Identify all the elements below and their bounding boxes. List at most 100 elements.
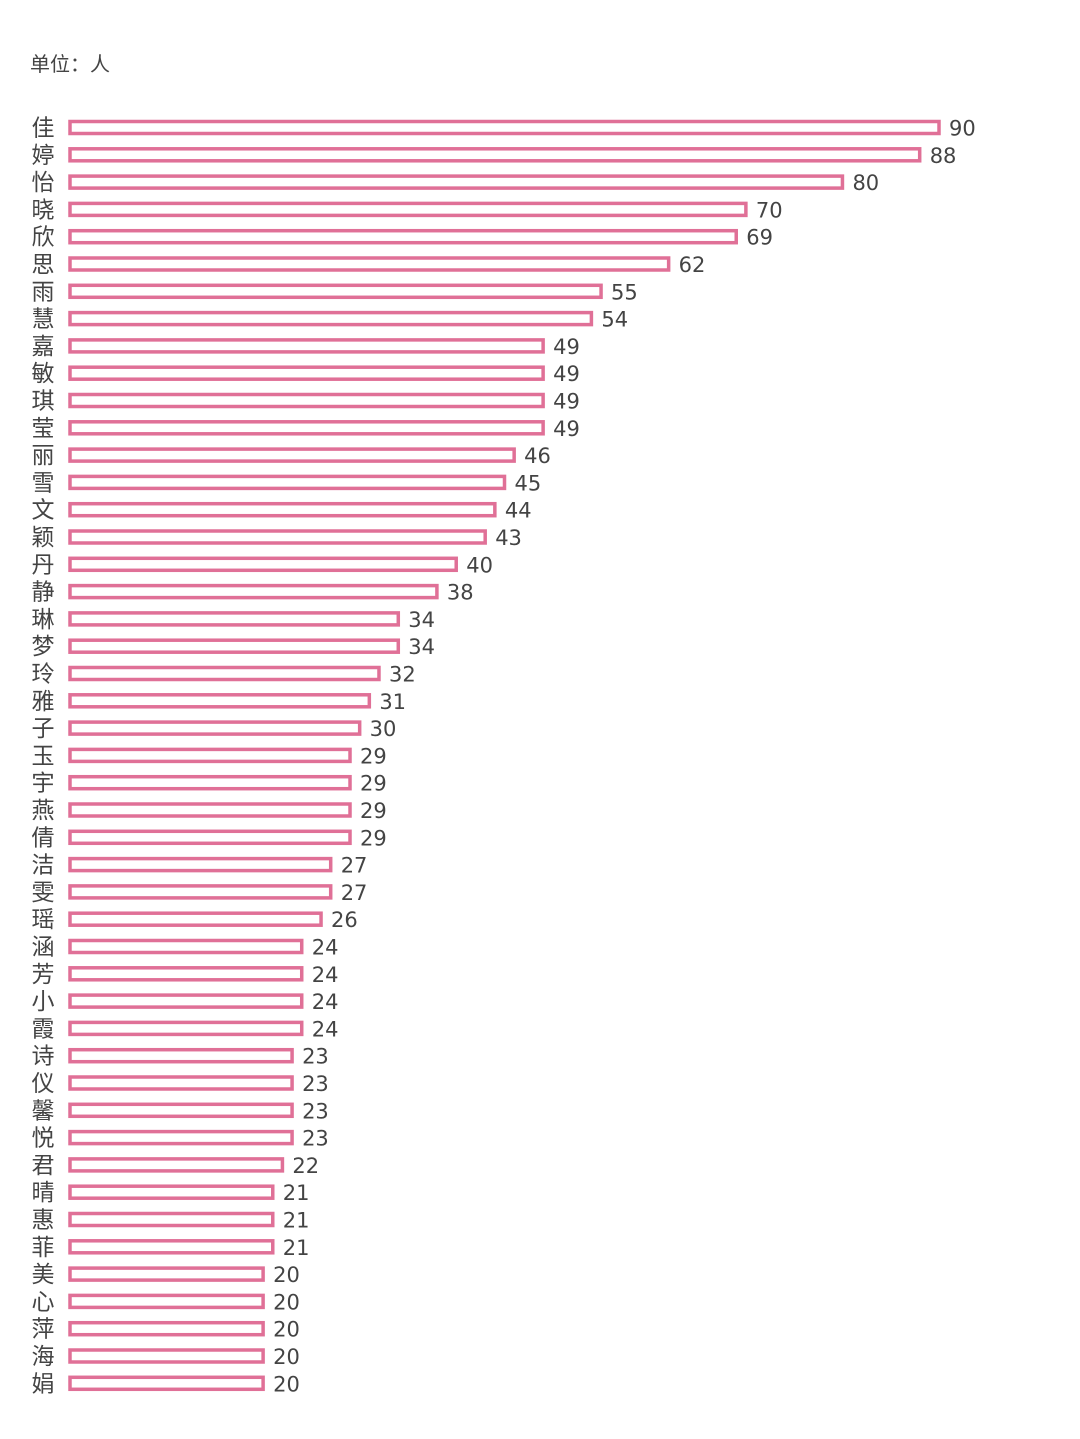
- bar: [68, 1293, 265, 1310]
- bar-row: 晓 70: [32, 197, 783, 223]
- bar-row: 琳 34: [32, 607, 436, 633]
- bar-row: 佳 90: [32, 116, 976, 142]
- bar-row: 梦 34: [32, 634, 436, 660]
- bar-row: 思 62: [32, 252, 706, 278]
- bar: [68, 993, 304, 1009]
- bar: [68, 693, 372, 709]
- category-label: 敏: [32, 361, 55, 387]
- category-label: 丽: [32, 443, 55, 469]
- bar-row: 丹 40: [32, 552, 493, 578]
- bar: [68, 529, 487, 545]
- bar-row: 文 44: [32, 498, 532, 524]
- category-label: 倩: [32, 825, 55, 851]
- bar-row: 芳 24: [32, 962, 339, 988]
- category-label: 芳: [32, 962, 55, 988]
- category-label: 子: [32, 716, 55, 742]
- bar: [68, 310, 594, 327]
- value-label: 20: [273, 1263, 300, 1287]
- bar: [68, 966, 304, 982]
- bar: [68, 392, 545, 409]
- category-label: 佳: [32, 116, 55, 142]
- bar: [68, 747, 352, 764]
- category-label: 燕: [32, 798, 55, 824]
- bar-row: 仪 23: [32, 1071, 329, 1097]
- bar-row: 雯 27: [32, 880, 368, 906]
- bar-row: 悦 23: [32, 1126, 329, 1152]
- bar-row: 雨 55: [32, 279, 638, 305]
- value-label: 24: [312, 936, 339, 960]
- category-label: 仪: [32, 1071, 55, 1097]
- bar: [68, 802, 352, 818]
- value-label: 24: [312, 1017, 339, 1041]
- bar: [68, 665, 381, 682]
- category-label: 静: [32, 580, 55, 606]
- value-label: 45: [515, 471, 542, 495]
- bar: [68, 911, 323, 927]
- value-label: 31: [379, 690, 406, 714]
- bar-row: 欣 69: [32, 225, 773, 251]
- value-label: 32: [389, 663, 416, 687]
- category-label: 心: [32, 1289, 55, 1315]
- category-label: 菲: [32, 1235, 55, 1261]
- bar-row: 燕 29: [32, 798, 387, 824]
- bar-row: 慧 54: [32, 307, 629, 333]
- value-label: 54: [601, 308, 628, 332]
- bar-row: 玲 32: [32, 662, 416, 688]
- category-label: 雪: [32, 470, 55, 496]
- bar-row: 嘉 49: [32, 334, 580, 360]
- bar-row: 怡 80: [32, 170, 880, 196]
- bar: [68, 774, 352, 791]
- category-label: 涵: [32, 935, 55, 961]
- category-label: 琪: [32, 389, 55, 415]
- category-label: 慧: [32, 307, 55, 333]
- value-label: 38: [447, 581, 474, 605]
- value-label: 21: [283, 1181, 310, 1205]
- bar: [68, 884, 333, 900]
- bar: [68, 501, 497, 518]
- category-label: 雯: [32, 880, 55, 906]
- bar-row: 颖 43: [32, 525, 522, 551]
- bar: [68, 447, 516, 463]
- value-label: 30: [370, 717, 397, 741]
- value-label: 24: [312, 990, 339, 1014]
- category-label: 玲: [32, 662, 55, 688]
- bar: [68, 474, 507, 491]
- category-label: 琳: [32, 607, 55, 633]
- value-label: 34: [408, 608, 435, 632]
- bar: [68, 1375, 265, 1392]
- bar: [68, 856, 333, 873]
- bar-row: 心 20: [32, 1289, 300, 1315]
- bar-row: 子 30: [32, 716, 397, 742]
- category-label: 莹: [32, 416, 55, 442]
- bar-row: 琪 49: [32, 389, 580, 415]
- value-label: 26: [331, 908, 358, 932]
- category-label: 欣: [32, 225, 55, 251]
- category-label: 海: [32, 1344, 55, 1370]
- bar: [68, 201, 748, 218]
- value-label: 27: [341, 881, 368, 905]
- bar: [68, 938, 304, 955]
- value-label: 20: [273, 1318, 300, 1342]
- bar: [68, 1020, 304, 1037]
- category-label: 婷: [32, 143, 55, 169]
- category-label: 霞: [32, 1016, 55, 1042]
- unit-label: 单位：人: [30, 52, 110, 76]
- bar-row: 小 24: [32, 989, 339, 1015]
- value-label: 88: [930, 144, 957, 168]
- value-label: 90: [949, 117, 976, 141]
- bar: [68, 147, 922, 163]
- category-label: 馨: [32, 1098, 55, 1124]
- bar: [68, 283, 603, 300]
- bar: [68, 1157, 285, 1173]
- category-label: 嘉: [32, 334, 55, 360]
- bar: [68, 1348, 265, 1364]
- bar-row: 丽 46: [32, 443, 551, 469]
- value-label: 34: [408, 635, 435, 659]
- bar-row: 美 20: [32, 1262, 300, 1288]
- value-label: 43: [495, 526, 522, 550]
- value-label: 80: [852, 171, 879, 195]
- bar-row: 诗 23: [32, 1044, 329, 1070]
- value-label: 40: [466, 553, 493, 577]
- value-label: 21: [283, 1209, 310, 1233]
- bar-row: 菲 21: [32, 1235, 310, 1261]
